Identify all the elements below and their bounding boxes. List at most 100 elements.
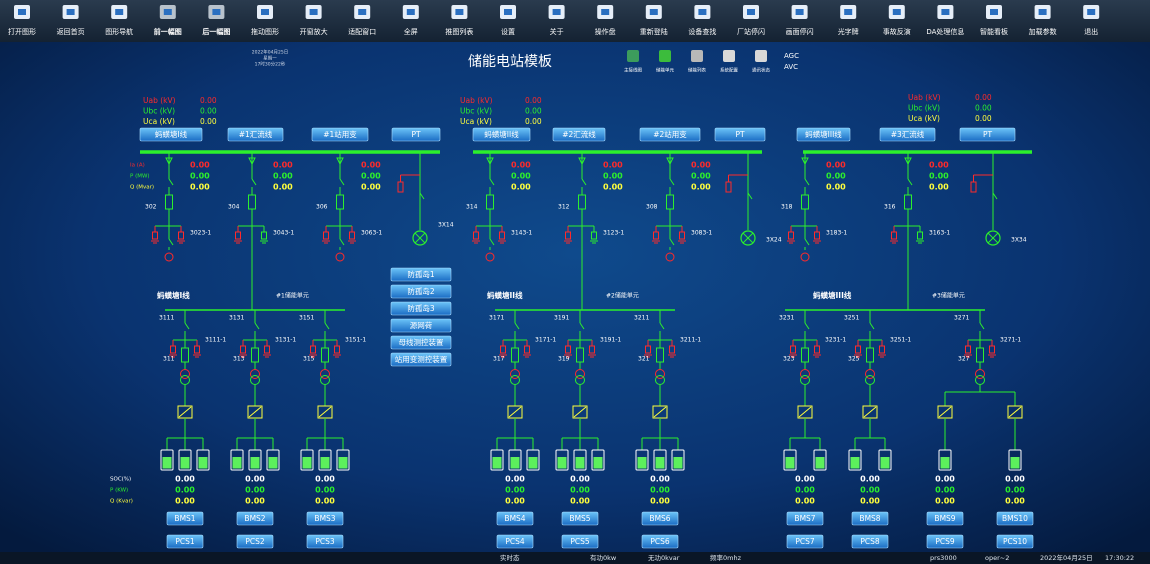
- battery: [490, 449, 504, 471]
- breaker-label: 314: [466, 204, 478, 211]
- shortcut[interactable]: 通讯状态: [752, 50, 770, 74]
- measure-value: 0.00: [929, 161, 949, 170]
- line-label: 蚂蟥塘I线: [157, 290, 190, 300]
- toolbar-item[interactable]: 设置: [500, 5, 516, 36]
- button-label: BMS4: [504, 514, 525, 523]
- control-button[interactable]: 防孤岛2: [390, 284, 452, 299]
- pcs-button[interactable]: PCS5: [561, 534, 599, 549]
- toolbar-item[interactable]: 关于: [548, 5, 565, 36]
- load-symbol: [485, 252, 495, 262]
- wire: [938, 406, 952, 418]
- shortcut[interactable]: 主接线图: [624, 50, 642, 74]
- wire: [804, 178, 810, 186]
- wire: [573, 406, 587, 418]
- bus-button[interactable]: 蚂蟥塘I线: [139, 127, 203, 142]
- control-button[interactable]: 防孤岛1: [390, 267, 452, 282]
- toolbar-item[interactable]: 重新登陆: [640, 5, 668, 36]
- pt-symbol: [740, 230, 756, 246]
- toolbar-item[interactable]: 打开图形: [8, 5, 36, 36]
- toolbar-item[interactable]: 开窗放大: [300, 5, 328, 36]
- toolbar-item[interactable]: 拖动图形: [251, 5, 279, 36]
- pcs-button[interactable]: PCS1: [166, 534, 204, 549]
- switch-label: 3163-1: [929, 230, 950, 237]
- toolbar-item[interactable]: 推图列表: [445, 5, 473, 36]
- toolbar-item[interactable]: 厂站停闪: [737, 5, 765, 36]
- pcs-button[interactable]: PCS2: [236, 534, 274, 549]
- arrow: [904, 157, 912, 166]
- toolbar-item[interactable]: 画面停闪: [786, 5, 814, 36]
- transformer-winding: [800, 375, 810, 385]
- bus-button[interactable]: 蚂蟥塘II线: [472, 127, 531, 142]
- pcs-button[interactable]: PCS7: [786, 534, 824, 549]
- bms-button[interactable]: BMS6: [641, 511, 679, 526]
- control-button[interactable]: 源网荷: [390, 318, 452, 333]
- toolbar-item[interactable]: 后一幅图: [202, 5, 230, 36]
- pcs-button[interactable]: PCS10: [996, 534, 1034, 549]
- toolbar-item[interactable]: 图形导航: [105, 5, 133, 36]
- control-button[interactable]: 防孤岛3: [390, 301, 452, 316]
- pcs-button[interactable]: PCS8: [851, 534, 889, 549]
- toolbar-item[interactable]: DA处理信息: [926, 5, 964, 36]
- bus-button[interactable]: PT: [714, 127, 766, 142]
- measure-label: Q (Kvar): [110, 499, 133, 505]
- page-title: 储能电站模板: [468, 54, 552, 70]
- bms-button[interactable]: BMS8: [851, 511, 889, 526]
- voltage-label: Uca (kV): [908, 114, 940, 123]
- ground-switch: [891, 231, 897, 240]
- toolbar-label: 前一幅图: [154, 27, 182, 36]
- toolbar-item[interactable]: 全屏: [402, 5, 419, 36]
- wire: [579, 322, 585, 330]
- transformer-winding: [575, 369, 585, 379]
- toolbar-item[interactable]: 智能看板: [980, 5, 1008, 36]
- measure-value: 0.00: [826, 161, 846, 170]
- bus-button[interactable]: PT: [391, 127, 441, 142]
- bus-button[interactable]: 蚂蟥塘III线: [796, 127, 851, 142]
- toolbar-icon-detail: [18, 9, 26, 15]
- bus-button[interactable]: #2站用变: [639, 127, 701, 142]
- shortcut-label: 储能单元: [656, 67, 674, 74]
- toolbar-item[interactable]: 前一幅图: [154, 5, 182, 36]
- battery-level: [180, 457, 190, 469]
- bms-button[interactable]: BMS4: [496, 511, 534, 526]
- shortcut[interactable]: 储能单元: [656, 50, 674, 74]
- switch-label: 3023-1: [190, 230, 211, 237]
- measure-value: 0.00: [650, 486, 670, 495]
- toolbar-item[interactable]: 返回首页: [57, 5, 85, 36]
- transformer-winding: [320, 369, 330, 379]
- control-button[interactable]: 站用变测控装置: [390, 352, 452, 367]
- bus-button[interactable]: #3汇流线: [879, 127, 936, 142]
- toolbar-item[interactable]: 设备查找: [688, 5, 716, 36]
- pcs-button[interactable]: PCS3: [306, 534, 344, 549]
- bms-button[interactable]: BMS3: [306, 511, 344, 526]
- measure-value: 0.00: [929, 172, 949, 181]
- bms-button[interactable]: BMS9: [926, 511, 964, 526]
- toolbar-item[interactable]: 退出: [1083, 5, 1100, 36]
- toolbar-item[interactable]: 加载参数: [1029, 5, 1057, 36]
- bms-button[interactable]: BMS1: [166, 511, 204, 526]
- breaker-label: 308: [646, 204, 658, 211]
- voltage-value: 0.00: [975, 114, 992, 123]
- toolbar-icon-detail: [309, 9, 318, 15]
- bus-button[interactable]: #1汇流线: [227, 127, 284, 142]
- shortcut[interactable]: 系统配置: [720, 50, 738, 74]
- toolbar-item[interactable]: 操作盘: [595, 5, 616, 36]
- pcs-button[interactable]: PCS9: [926, 534, 964, 549]
- pcs-button[interactable]: PCS4: [496, 534, 534, 549]
- shortcut[interactable]: 储能列表: [688, 50, 706, 74]
- bms-button[interactable]: BMS7: [786, 511, 824, 526]
- bms-button[interactable]: BMS2: [236, 511, 274, 526]
- toolbar-item[interactable]: 事故反演: [883, 5, 911, 36]
- bus-button[interactable]: #2汇流线: [552, 127, 606, 142]
- button-face: [311, 127, 369, 142]
- bus-button[interactable]: PT: [959, 127, 1016, 142]
- toolbar-item[interactable]: 适配窗口: [348, 5, 376, 36]
- bms-button[interactable]: BMS5: [561, 511, 599, 526]
- measure-value: 0.00: [929, 183, 949, 192]
- pcs-button[interactable]: PCS6: [641, 534, 679, 549]
- toolbar-item[interactable]: 光字牌: [838, 5, 859, 36]
- bms-button[interactable]: BMS10: [996, 511, 1034, 526]
- pt-label: 3X14: [438, 222, 454, 229]
- time: 17时30分22秒: [255, 61, 286, 68]
- bus-button[interactable]: #1站用变: [311, 127, 369, 142]
- control-button[interactable]: 母线测控装置: [390, 335, 452, 350]
